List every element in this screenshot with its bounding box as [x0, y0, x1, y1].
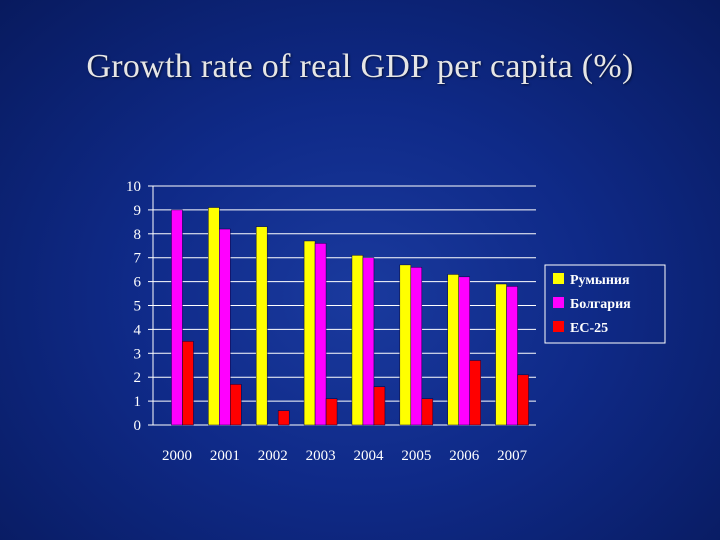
y-tick-label-6: 6 — [134, 275, 142, 291]
y-tick-label-0: 0 — [134, 418, 142, 434]
y-tick-label-7: 7 — [134, 251, 142, 267]
y-tick-label-3: 3 — [134, 346, 142, 362]
slide-title: Growth rate of real GDP per capita (%) — [86, 48, 634, 85]
bar-2004-0 — [351, 255, 364, 426]
x-tick-labels: 2000 2001 2002 2003 2004 2005 2006 2007 — [162, 448, 528, 464]
y-tick-label-8: 8 — [134, 227, 142, 243]
x-tick-label-2005: 2005 — [401, 448, 431, 464]
x-tick-label-2002: 2002 — [258, 448, 288, 464]
bar-2004-2 — [373, 386, 386, 426]
legend-label-1: Болгария — [570, 297, 631, 312]
y-tick-label-2: 2 — [134, 370, 142, 386]
bar-2006-2 — [469, 360, 481, 426]
bar-2005-1 — [410, 267, 423, 426]
legend-label-2: ЕС-25 — [570, 321, 608, 336]
y-tick-labels: 0 1 2 3 4 5 6 7 8 9 10 — [126, 179, 142, 434]
legend-label-0: Румыния — [570, 273, 630, 288]
x-tick-label-2001: 2001 — [210, 448, 240, 464]
bars — [171, 207, 529, 426]
y-tick-label-1: 1 — [134, 394, 142, 410]
bar-2001-2 — [230, 384, 242, 426]
bar-2006-1 — [458, 276, 470, 426]
bar-2002-0 — [255, 226, 268, 426]
bar-2007-2 — [517, 374, 529, 426]
bar-2005-0 — [399, 264, 412, 426]
legend-swatch-1 — [553, 297, 564, 308]
legend: Румыния Болгария ЕС-25 — [544, 264, 666, 344]
bar-2004-1 — [362, 257, 375, 426]
bar-2003-2 — [325, 398, 338, 426]
bar-2002-2 — [277, 410, 290, 426]
legend-box — [544, 264, 666, 344]
x-tick-label-2007: 2007 — [497, 448, 528, 464]
bar-2003-0 — [303, 240, 316, 426]
legend-swatch-0 — [553, 273, 564, 284]
bar-2001-1 — [219, 228, 231, 426]
bar-2003-1 — [314, 243, 327, 426]
bar-2001-0 — [208, 207, 220, 426]
x-tick-label-2006: 2006 — [449, 448, 480, 464]
bar-2005-2 — [421, 398, 434, 426]
bar-2007-0 — [495, 283, 507, 426]
y-tick-label-4: 4 — [134, 322, 142, 338]
bar-2007-1 — [506, 286, 518, 426]
y-tick-label-9: 9 — [134, 203, 142, 219]
bar-2000-2 — [182, 341, 194, 426]
y-tick-label-10: 10 — [126, 179, 141, 195]
x-tick-label-2003: 2003 — [306, 448, 336, 464]
x-tick-label-2000: 2000 — [162, 448, 192, 464]
x-tick-label-2004: 2004 — [353, 448, 384, 464]
bar-2006-0 — [447, 274, 459, 426]
bar-2000-1 — [171, 209, 183, 426]
legend-swatch-2 — [553, 321, 564, 332]
y-tick-label-5: 5 — [134, 299, 142, 315]
